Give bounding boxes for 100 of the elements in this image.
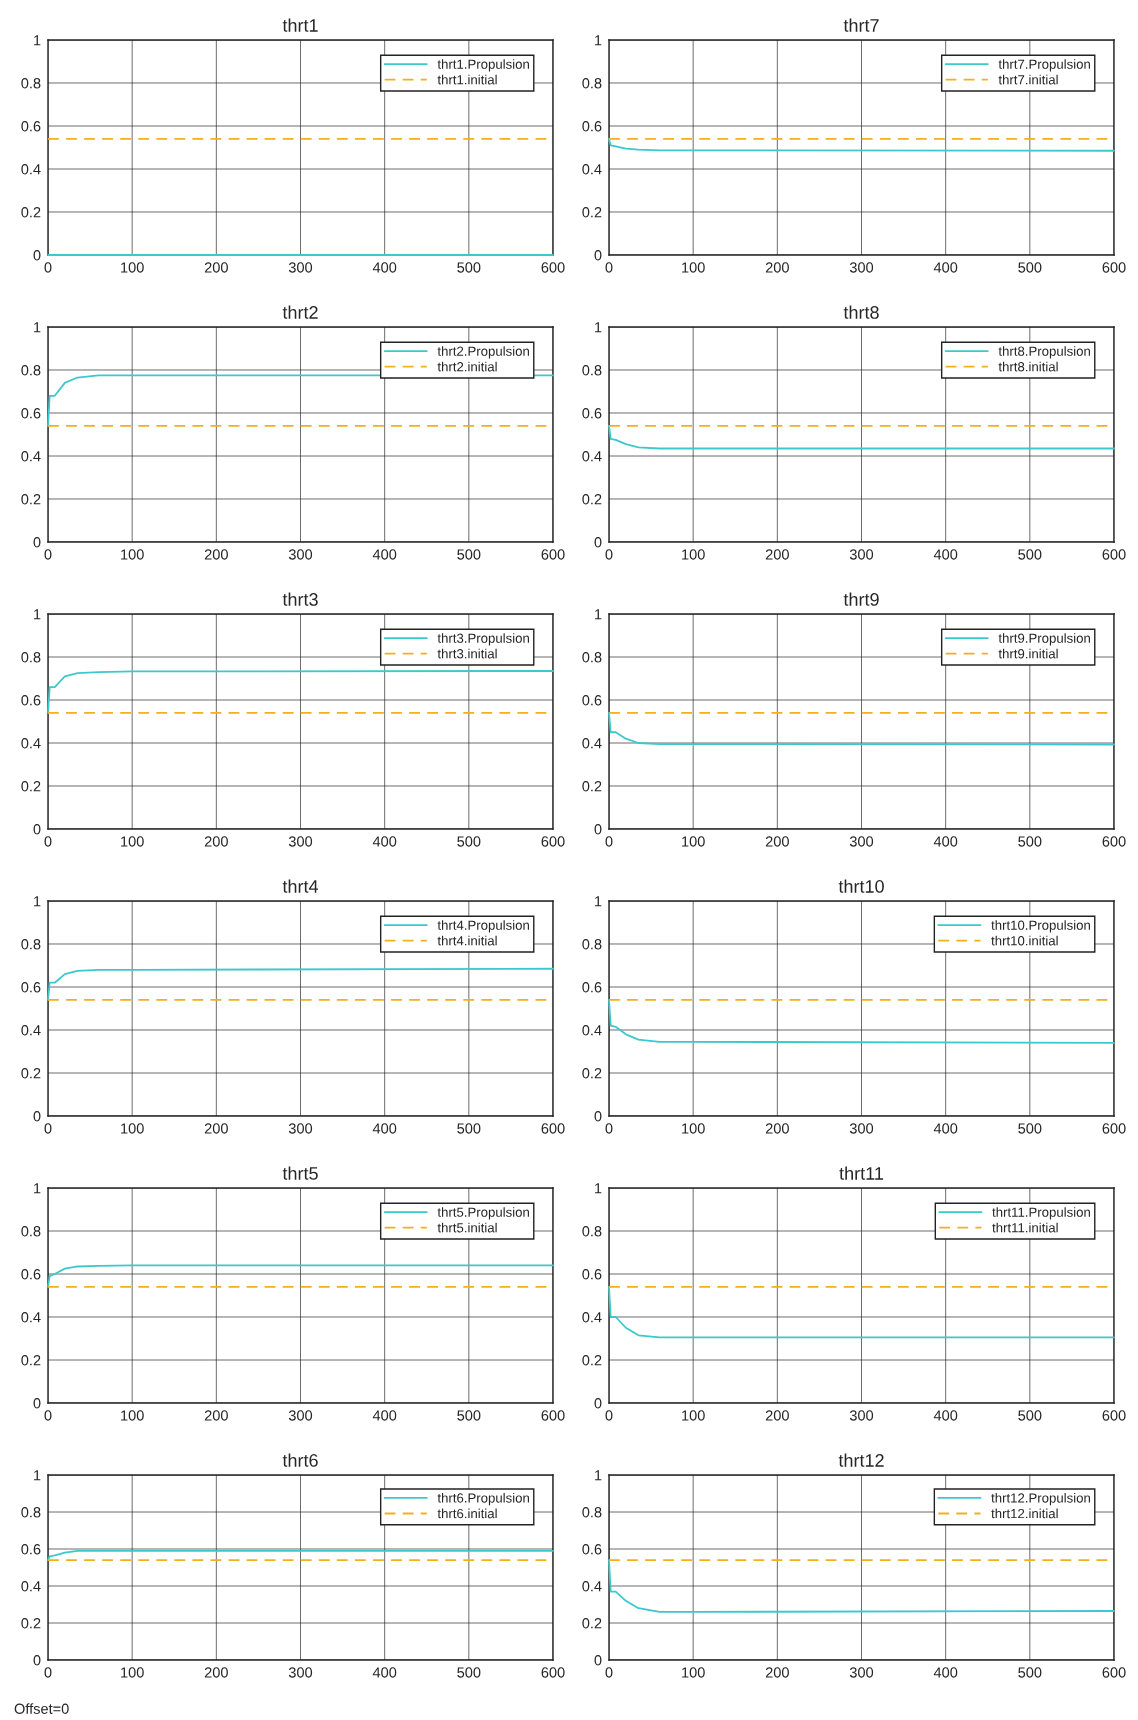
legend-label: thrt11.initial: [992, 1222, 1058, 1233]
legend-label: thrt4.initial: [437, 935, 497, 946]
y-tick-label: 0.8: [21, 1226, 41, 1237]
x-tick-label: 400: [933, 1123, 958, 1134]
line-series: [608, 1285, 1115, 1339]
y-tick-label: 0: [33, 824, 41, 835]
y-tick-label: 0.6: [21, 1269, 41, 1280]
line-series: [608, 711, 1115, 746]
y-tick-label: 0.8: [582, 1507, 602, 1518]
y-tick-label: 0.8: [582, 365, 602, 376]
x-tick-label: 200: [204, 549, 228, 560]
y-tick-label: 1: [34, 1470, 41, 1481]
x-tick-label: 0: [605, 549, 613, 560]
y-tick-label: 0.2: [21, 1355, 41, 1366]
x-tick-label: 100: [682, 836, 705, 847]
y-tick-label: 0.4: [21, 1581, 41, 1592]
y-tick-label: 0.2: [21, 494, 41, 505]
x-tick-label: 600: [1102, 549, 1126, 560]
line-series: [608, 1559, 1115, 1613]
chart-title: thrt9: [843, 592, 879, 606]
x-tick-label: 100: [121, 549, 144, 560]
x-tick-label: 500: [457, 1410, 481, 1421]
y-tick-label: 0.8: [582, 939, 602, 950]
legend-label: thrt9.initial: [998, 648, 1058, 659]
chart-title: thrt2: [282, 305, 318, 319]
x-tick-label: 300: [849, 836, 874, 847]
legend-label: thrt1.Propulsion: [437, 59, 529, 72]
y-tick-label: 0.8: [21, 78, 41, 89]
y-tick-label: 0.8: [21, 939, 41, 950]
x-tick-label: 0: [605, 836, 613, 847]
x-tick-label: 0: [44, 1123, 52, 1134]
x-tick-label: 200: [765, 1123, 789, 1134]
y-tick-label: 0.2: [582, 1068, 602, 1079]
y-tick-label: 0.2: [582, 1355, 602, 1366]
x-tick-label: 600: [1102, 1667, 1126, 1678]
legend-label: thrt3.initial: [437, 648, 497, 659]
legend-label: thrt5.Propulsion: [437, 1207, 529, 1220]
y-tick-label: 0.6: [21, 121, 41, 132]
chart-title: thrt4: [282, 879, 319, 893]
legend-label: thrt2.initial: [437, 361, 497, 372]
y-tick-label: 0: [594, 1655, 602, 1666]
legend-label: thrt10.initial: [991, 935, 1058, 946]
legend-label: thrt10.Propulsion: [991, 920, 1090, 933]
y-tick-label: 0.2: [582, 1618, 602, 1629]
x-tick-label: 200: [204, 1667, 228, 1678]
x-tick-label: 0: [44, 836, 52, 847]
y-tick-label: 0.2: [21, 781, 41, 792]
y-tick-label: 0.6: [21, 1544, 41, 1555]
x-tick-label: 300: [288, 1667, 313, 1678]
y-tick-label: 0.4: [21, 1025, 41, 1036]
y-tick-label: 0.8: [582, 1226, 602, 1237]
x-tick-label: 200: [204, 836, 228, 847]
chart-title: thrt11: [839, 1166, 884, 1180]
legend-label: thrt1.initial: [437, 74, 497, 85]
y-tick-label: 0.2: [21, 207, 41, 218]
line-series: [47, 1549, 554, 1562]
y-tick-label: 0.8: [21, 365, 41, 376]
x-tick-label: 100: [121, 1123, 144, 1134]
x-tick-label: 400: [933, 1410, 958, 1421]
y-tick-label: 0.4: [21, 451, 41, 462]
x-tick-label: 200: [204, 1410, 228, 1421]
x-tick-label: 600: [541, 836, 565, 847]
y-tick-label: 1: [595, 35, 602, 46]
y-tick-label: 0.8: [582, 652, 602, 663]
x-tick-label: 500: [1018, 836, 1042, 847]
x-tick-label: 400: [372, 1123, 397, 1134]
text: Offset=0: [14, 1703, 69, 1714]
legend-label: thrt3.Propulsion: [437, 633, 529, 646]
y-tick-label: 1: [595, 609, 602, 620]
x-tick-label: 300: [849, 1410, 874, 1421]
x-tick-label: 100: [682, 1667, 705, 1678]
x-tick-label: 300: [849, 1667, 874, 1678]
x-tick-label: 300: [288, 1123, 313, 1134]
legend-label: thrt8.Propulsion: [998, 346, 1090, 359]
y-tick-label: 1: [595, 322, 602, 333]
y-tick-label: 0.2: [21, 1618, 41, 1629]
line-series: [47, 967, 554, 1001]
x-tick-label: 400: [372, 836, 397, 847]
x-tick-label: 500: [1018, 1123, 1042, 1134]
x-tick-label: 600: [541, 262, 565, 273]
x-tick-label: 300: [849, 1123, 874, 1134]
y-tick-label: 0.8: [582, 78, 602, 89]
x-tick-label: 500: [457, 836, 481, 847]
y-tick-label: 1: [34, 322, 41, 333]
x-tick-label: 600: [1102, 1123, 1126, 1134]
y-tick-label: 0: [33, 537, 41, 548]
y-tick-label: 0.6: [582, 982, 602, 993]
x-tick-label: 500: [457, 1123, 481, 1134]
y-tick-label: 0: [594, 250, 602, 261]
y-tick-label: 1: [595, 1470, 602, 1481]
x-tick-label: 0: [44, 549, 52, 560]
y-tick-label: 0.8: [21, 1507, 41, 1518]
y-tick-label: 0.4: [21, 738, 41, 749]
x-tick-label: 300: [849, 262, 874, 273]
x-tick-label: 100: [682, 549, 705, 560]
x-tick-label: 0: [44, 262, 52, 273]
y-tick-label: 0.6: [582, 1269, 602, 1280]
y-tick-label: 0.6: [582, 1544, 602, 1555]
legend-label: thrt8.initial: [998, 361, 1058, 372]
x-tick-label: 500: [1018, 1410, 1042, 1421]
